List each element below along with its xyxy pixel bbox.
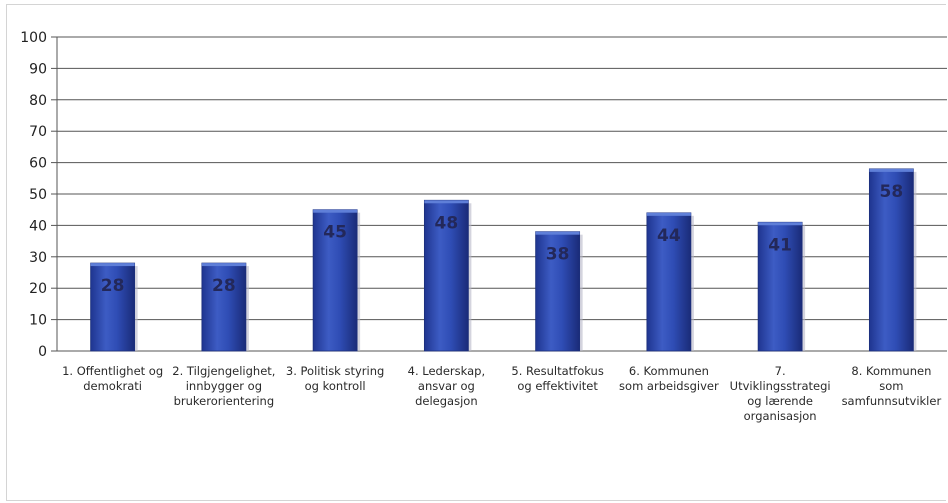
bar-top-highlight — [313, 209, 358, 213]
y-tick-label: 30 — [29, 250, 47, 266]
data-label: 45 — [323, 223, 347, 243]
category-label-line: 1. Offentlighet og — [62, 364, 163, 378]
category-label: 4. Lederskap, ansvar og delegasjon — [408, 364, 485, 408]
category-label: 1. Offentlighet og demokrati — [62, 364, 163, 393]
gridlines — [51, 36, 947, 352]
data-label: 44 — [657, 226, 681, 246]
bar-top-highlight — [869, 168, 914, 172]
bar — [201, 262, 247, 352]
data-label: 38 — [546, 245, 570, 265]
bar — [312, 209, 358, 352]
x-axis-labels: 1. Offentlighet og demokrati 2. Tilgjengel… — [62, 364, 941, 423]
data-label: 41 — [768, 235, 792, 255]
category-label-line: 6. Kommunen — [629, 364, 709, 378]
category-label: 7. Utviklingsstrategi og lærende organisasj… — [730, 364, 831, 423]
category-label-line: og kontroll — [305, 379, 366, 393]
data-label: 28 — [212, 276, 236, 296]
y-tick-label: 40 — [29, 218, 47, 234]
category-label-line: og lærende — [747, 394, 813, 408]
category-label-line: 3. Politisk styring — [286, 364, 384, 378]
y-axis-ticks: 0 10 20 30 40 50 60 70 80 90 100 — [20, 30, 47, 360]
category-label: 2. Tilgjengelighet, innbygger og brukerori… — [172, 364, 275, 408]
data-label: 58 — [880, 182, 904, 202]
bar — [90, 262, 136, 352]
bar-top-highlight — [535, 231, 580, 235]
bar-top-highlight — [646, 212, 691, 216]
y-tick-label: 90 — [29, 61, 47, 77]
y-tick-label: 60 — [29, 156, 47, 172]
category-label: 6. Kommunen som arbeidsgiver — [619, 364, 719, 393]
category-label-line: 2. Tilgjengelighet, — [172, 364, 275, 378]
y-tick-label: 10 — [29, 313, 47, 329]
category-label: 8. Kommunen som samfunnsutvikler — [842, 364, 942, 408]
bar-top-highlight — [90, 263, 135, 267]
category-label-line: innbygger og — [186, 379, 262, 393]
category-label-line: organisasjon — [744, 409, 817, 423]
data-label: 28 — [101, 276, 125, 296]
bars: 28 28 45 48 38 44 41 58 — [90, 168, 917, 352]
bar — [868, 168, 914, 352]
category-label: 3. Politisk styring og kontroll — [286, 364, 384, 393]
category-label-line: samfunnsutvikler — [842, 394, 942, 408]
category-label-line: ansvar og — [418, 379, 475, 393]
category-label-line: som — [879, 379, 903, 393]
data-label: 48 — [435, 213, 459, 233]
bar — [535, 231, 581, 352]
category-label-line: Utviklingsstrategi — [730, 379, 831, 393]
y-tick-label: 20 — [29, 281, 47, 297]
chart-frame: 0 10 20 30 40 50 60 70 80 90 100 28 28 45 48 38 44 41 58 … — [6, 4, 947, 501]
y-tick-label: 100 — [20, 30, 47, 46]
category-label-line: brukerorientering — [174, 394, 275, 408]
category-label-line: 8. Kommunen — [851, 364, 931, 378]
category-label-line: delegasjon — [415, 394, 478, 408]
bar-top-highlight — [201, 263, 246, 267]
y-tick-label: 80 — [29, 93, 47, 109]
category-label-line: som arbeidsgiver — [619, 379, 719, 393]
y-tick-label: 0 — [38, 344, 47, 360]
bar — [646, 212, 692, 352]
category-label-line: og effektivitet — [517, 379, 598, 393]
y-tick-label: 70 — [29, 124, 47, 140]
category-label: 5. Resultatfokus og effektivitet — [511, 364, 603, 393]
category-label-line: 4. Lederskap, — [408, 364, 485, 378]
bar — [423, 199, 469, 352]
category-label-line: 7. — [775, 364, 786, 378]
y-tick-label: 50 — [29, 187, 47, 203]
category-label-line: demokrati — [83, 379, 142, 393]
category-label-line: 5. Resultatfokus — [511, 364, 603, 378]
bar — [757, 221, 803, 352]
bar-top-highlight — [424, 200, 469, 204]
bar-top-highlight — [758, 222, 803, 226]
